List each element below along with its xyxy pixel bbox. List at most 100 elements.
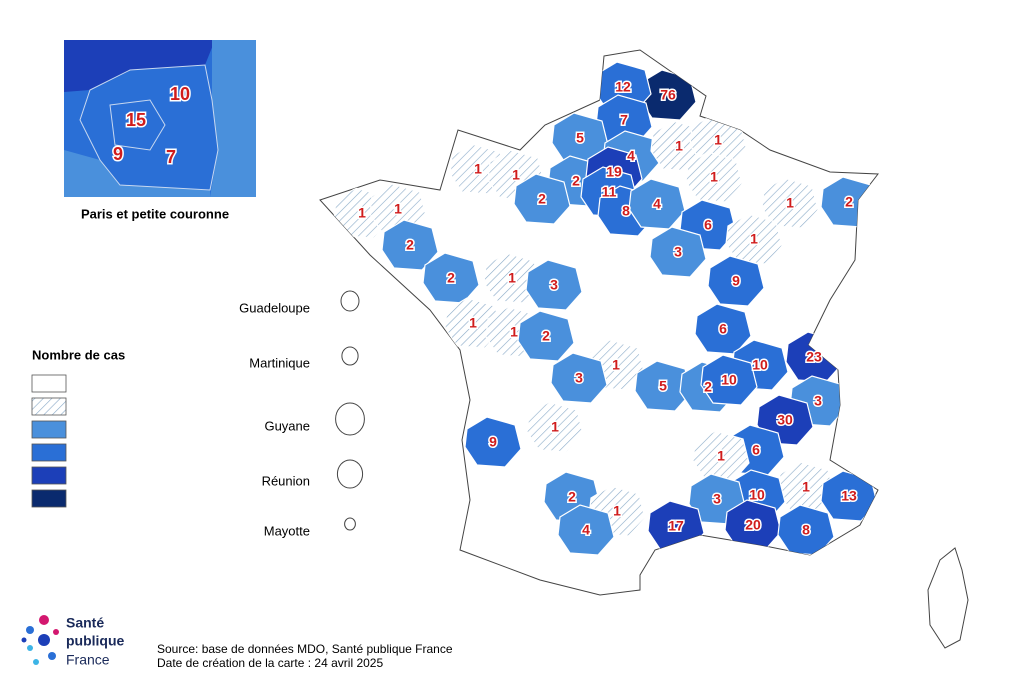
department-value: 1 xyxy=(675,138,683,154)
department-value: 10 xyxy=(749,487,765,503)
department-value: 1 xyxy=(469,315,477,331)
department xyxy=(685,151,743,203)
territory-label: Guyane xyxy=(264,418,310,433)
department xyxy=(557,504,615,556)
department-value: 2 xyxy=(542,328,550,344)
date: Date de création de la carte : 24 avril … xyxy=(157,656,383,670)
department xyxy=(517,310,575,362)
inset-title: Paris et petite couronne xyxy=(81,206,229,221)
department xyxy=(381,219,439,271)
department xyxy=(761,177,819,229)
department-value: 8 xyxy=(802,522,810,538)
territory-label: Guadeloupe xyxy=(239,300,310,315)
department-value: 2 xyxy=(572,173,580,189)
department xyxy=(724,499,782,551)
department-value: 1 xyxy=(474,161,482,177)
department xyxy=(707,255,765,307)
department-value: 5 xyxy=(659,378,667,394)
department-value: 30 xyxy=(777,412,793,428)
department-value: 19 xyxy=(606,164,622,180)
department-value: 13 xyxy=(841,488,857,504)
territory-label: Martinique xyxy=(249,355,310,370)
department-value: 11 xyxy=(602,184,617,200)
department-value: 12 xyxy=(615,79,631,95)
department-value: 6 xyxy=(752,442,760,458)
department-value: 2 xyxy=(845,194,853,210)
department-value: 1 xyxy=(786,195,794,211)
territory-label: Mayotte xyxy=(264,523,310,538)
legend-swatch xyxy=(31,443,67,462)
logo: Santé publique France xyxy=(21,615,125,668)
logo-line: France xyxy=(66,652,110,668)
department-value: 2 xyxy=(538,191,546,207)
department-value: 23 xyxy=(806,349,822,365)
department-value: 6 xyxy=(704,217,712,233)
logo-line: Santé xyxy=(66,615,104,631)
department-value: 1 xyxy=(551,419,559,435)
department-value: 4 xyxy=(582,522,590,538)
department xyxy=(634,360,692,412)
department-value: 20 xyxy=(745,517,761,533)
department-value: 1 xyxy=(508,270,516,286)
legend-swatch xyxy=(31,397,67,416)
department xyxy=(725,213,783,265)
department-value: 1 xyxy=(613,503,621,519)
department xyxy=(422,252,480,304)
department-value: 7 xyxy=(620,112,628,128)
department-value: 1 xyxy=(612,357,620,373)
department-value: 1 xyxy=(802,479,810,495)
territory-shape xyxy=(341,346,359,366)
inset-value: 7 xyxy=(166,147,176,167)
department-value: 2 xyxy=(406,237,414,253)
department-value: 3 xyxy=(674,244,682,260)
logo-line: publique xyxy=(66,633,125,649)
legend-swatch xyxy=(31,489,67,508)
territory-shape xyxy=(344,517,356,531)
department-value: 1 xyxy=(358,205,366,221)
department-value: 1 xyxy=(512,167,520,183)
department-value: 10 xyxy=(752,357,768,373)
department-value: 3 xyxy=(814,393,822,409)
territory-shape xyxy=(336,459,364,489)
department-value: 6 xyxy=(719,321,727,337)
territory-shape xyxy=(335,402,365,436)
inset-value: 10 xyxy=(170,84,190,104)
department-value: 3 xyxy=(575,370,583,386)
inset-value: 15 xyxy=(126,110,146,130)
department-value: 10 xyxy=(721,372,737,388)
legend-swatch xyxy=(31,466,67,485)
department-value: 4 xyxy=(653,196,661,212)
department-value: 76 xyxy=(660,87,676,103)
department-value: 1 xyxy=(714,132,722,148)
department-value: 1 xyxy=(510,324,518,340)
department xyxy=(464,416,522,468)
department-value: 17 xyxy=(668,518,684,534)
department-value: 2 xyxy=(704,379,712,395)
department xyxy=(525,259,583,311)
department xyxy=(649,226,707,278)
department-value: 2 xyxy=(568,489,576,505)
department xyxy=(513,173,571,225)
department-value: 9 xyxy=(732,273,740,289)
department-value: 3 xyxy=(713,491,721,507)
department xyxy=(692,430,750,482)
department-value: 1 xyxy=(750,231,758,247)
department-value: 5 xyxy=(576,130,584,146)
department xyxy=(694,303,752,355)
department xyxy=(628,178,686,230)
department xyxy=(700,354,758,406)
corsica xyxy=(927,547,969,649)
legend-swatch xyxy=(31,374,67,393)
source: Source: base de données MDO, Santé publi… xyxy=(157,642,453,656)
legend-swatch xyxy=(31,420,67,439)
france-map xyxy=(319,49,969,649)
department-value: 3 xyxy=(550,277,558,293)
territory-shape xyxy=(340,290,360,312)
department-value: 1 xyxy=(710,169,718,185)
inset-map xyxy=(64,40,256,197)
department-value: 1 xyxy=(394,201,402,217)
department-value: 8 xyxy=(622,203,630,219)
department-value: 9 xyxy=(489,434,497,450)
